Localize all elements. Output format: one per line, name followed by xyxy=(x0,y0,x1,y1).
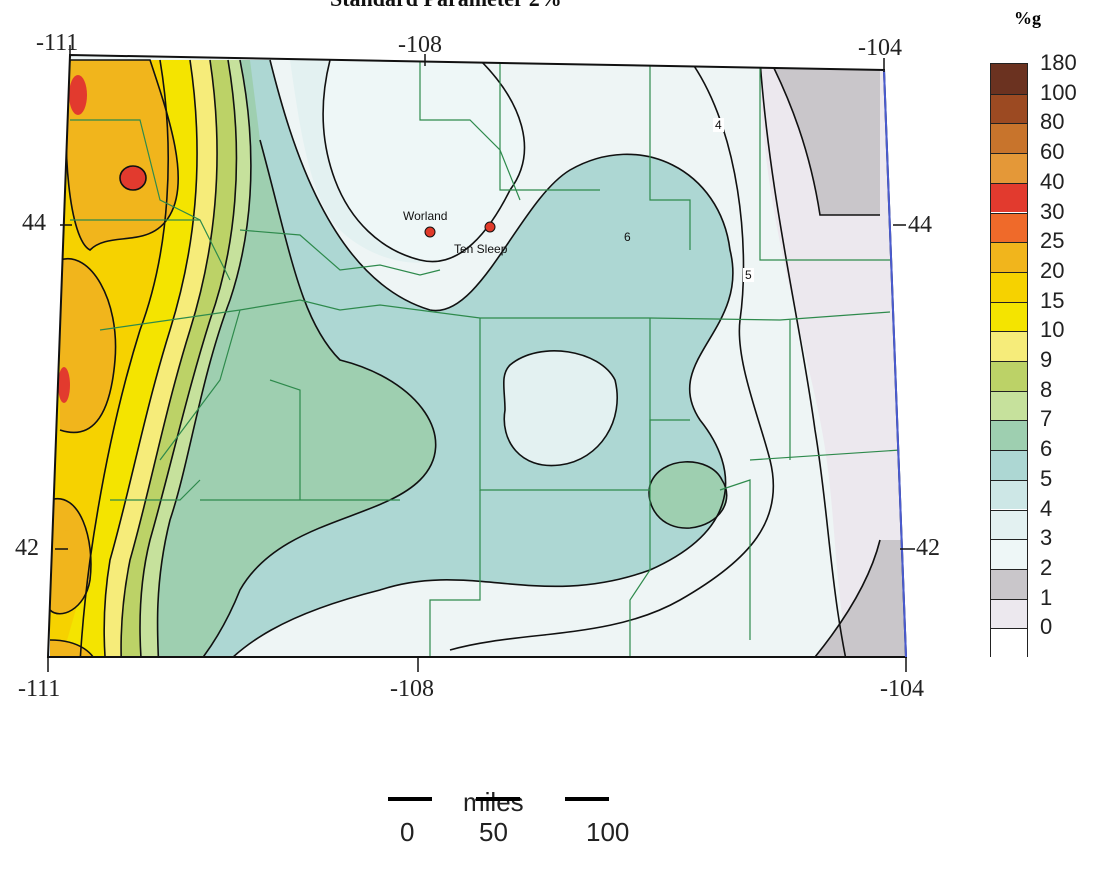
legend-value: 5 xyxy=(1040,465,1053,491)
contour-label-5: 5 xyxy=(743,268,754,282)
legend-swatch xyxy=(991,539,1027,569)
legend-swatch xyxy=(991,479,1027,510)
legend-value: 4 xyxy=(1040,495,1053,521)
scale-label-50: 50 xyxy=(479,817,508,847)
legend-swatch xyxy=(991,331,1027,361)
legend-value: 60 xyxy=(1040,139,1065,165)
legend-value: 0 xyxy=(1040,614,1053,640)
city-marker-worland xyxy=(424,226,436,238)
legend-swatch xyxy=(991,64,1027,94)
city-marker-ten-sleep xyxy=(484,221,496,233)
legend-value: 80 xyxy=(1040,109,1065,135)
legend-swatch xyxy=(991,242,1027,272)
legend-swatch xyxy=(991,123,1027,154)
scale-bar-segment xyxy=(476,797,520,801)
legend-swatch xyxy=(991,182,1027,213)
axis-label-right-42: 42 xyxy=(916,535,940,561)
graticule-ticks xyxy=(47,45,915,672)
legend-swatch xyxy=(991,212,1027,243)
legend-value: 25 xyxy=(1040,228,1065,254)
legend-value: 20 xyxy=(1040,257,1065,283)
axis-label-bottom-111: -111 xyxy=(18,676,61,702)
county-lines xyxy=(70,60,901,657)
axis-label-bottom-108: -108 xyxy=(390,676,434,702)
legend-value: 2 xyxy=(1040,554,1053,580)
axis-label-left-44: 44 xyxy=(22,210,46,236)
legend-swatch xyxy=(991,93,1027,124)
legend-value: 15 xyxy=(1040,287,1065,313)
contour-label-6: 6 xyxy=(624,230,631,244)
legend-swatch xyxy=(991,301,1027,332)
axis-label-top-104: -104 xyxy=(858,35,902,61)
legend-color-bar xyxy=(990,63,1028,658)
legend-swatch xyxy=(991,568,1027,599)
axis-label-right-44: 44 xyxy=(908,212,932,238)
legend-value: 3 xyxy=(1040,525,1053,551)
axis-label-left-42: 42 xyxy=(15,535,39,561)
scale-unit-label: miles xyxy=(463,787,524,817)
axis-label-top-108: -108 xyxy=(398,32,442,58)
legend-swatch xyxy=(991,420,1027,451)
scale-bar-segment xyxy=(388,797,432,801)
city-label-ten-sleep: Ten Sleep xyxy=(454,242,508,256)
legend-unit-label: %g xyxy=(1014,8,1041,28)
legend-value: 40 xyxy=(1040,168,1065,194)
scale-label-100: 100 xyxy=(586,817,630,847)
legend-swatch xyxy=(991,628,1027,658)
legend-value: 8 xyxy=(1040,376,1053,402)
map-title: Standard Parameter 2% xyxy=(330,0,562,12)
axis-label-bottom-104: -104 xyxy=(880,676,924,702)
legend-swatch xyxy=(991,450,1027,480)
legend-value: 6 xyxy=(1040,436,1053,462)
legend-value: 7 xyxy=(1040,406,1053,432)
legend-value: 1 xyxy=(1040,584,1053,610)
legend-value: 10 xyxy=(1040,317,1065,343)
legend-swatch xyxy=(991,509,1027,540)
contour-lines xyxy=(49,59,881,657)
legend-value: 100 xyxy=(1040,79,1077,105)
legend-value: 30 xyxy=(1040,198,1065,224)
legend-value: 180 xyxy=(1040,50,1077,75)
city-label-worland: Worland xyxy=(403,209,448,223)
scale-label-0: 0 xyxy=(400,817,415,847)
legend-swatch xyxy=(991,153,1027,183)
legend-swatch xyxy=(991,390,1027,421)
legend-swatch xyxy=(991,361,1027,391)
contour-label-4: 4 xyxy=(713,118,724,132)
scale-bar-segment xyxy=(565,797,609,801)
legend-swatch xyxy=(991,598,1027,629)
axis-label-top-111: -111 xyxy=(36,30,79,56)
legend-value: 9 xyxy=(1040,347,1053,372)
legend-swatch xyxy=(991,271,1027,302)
